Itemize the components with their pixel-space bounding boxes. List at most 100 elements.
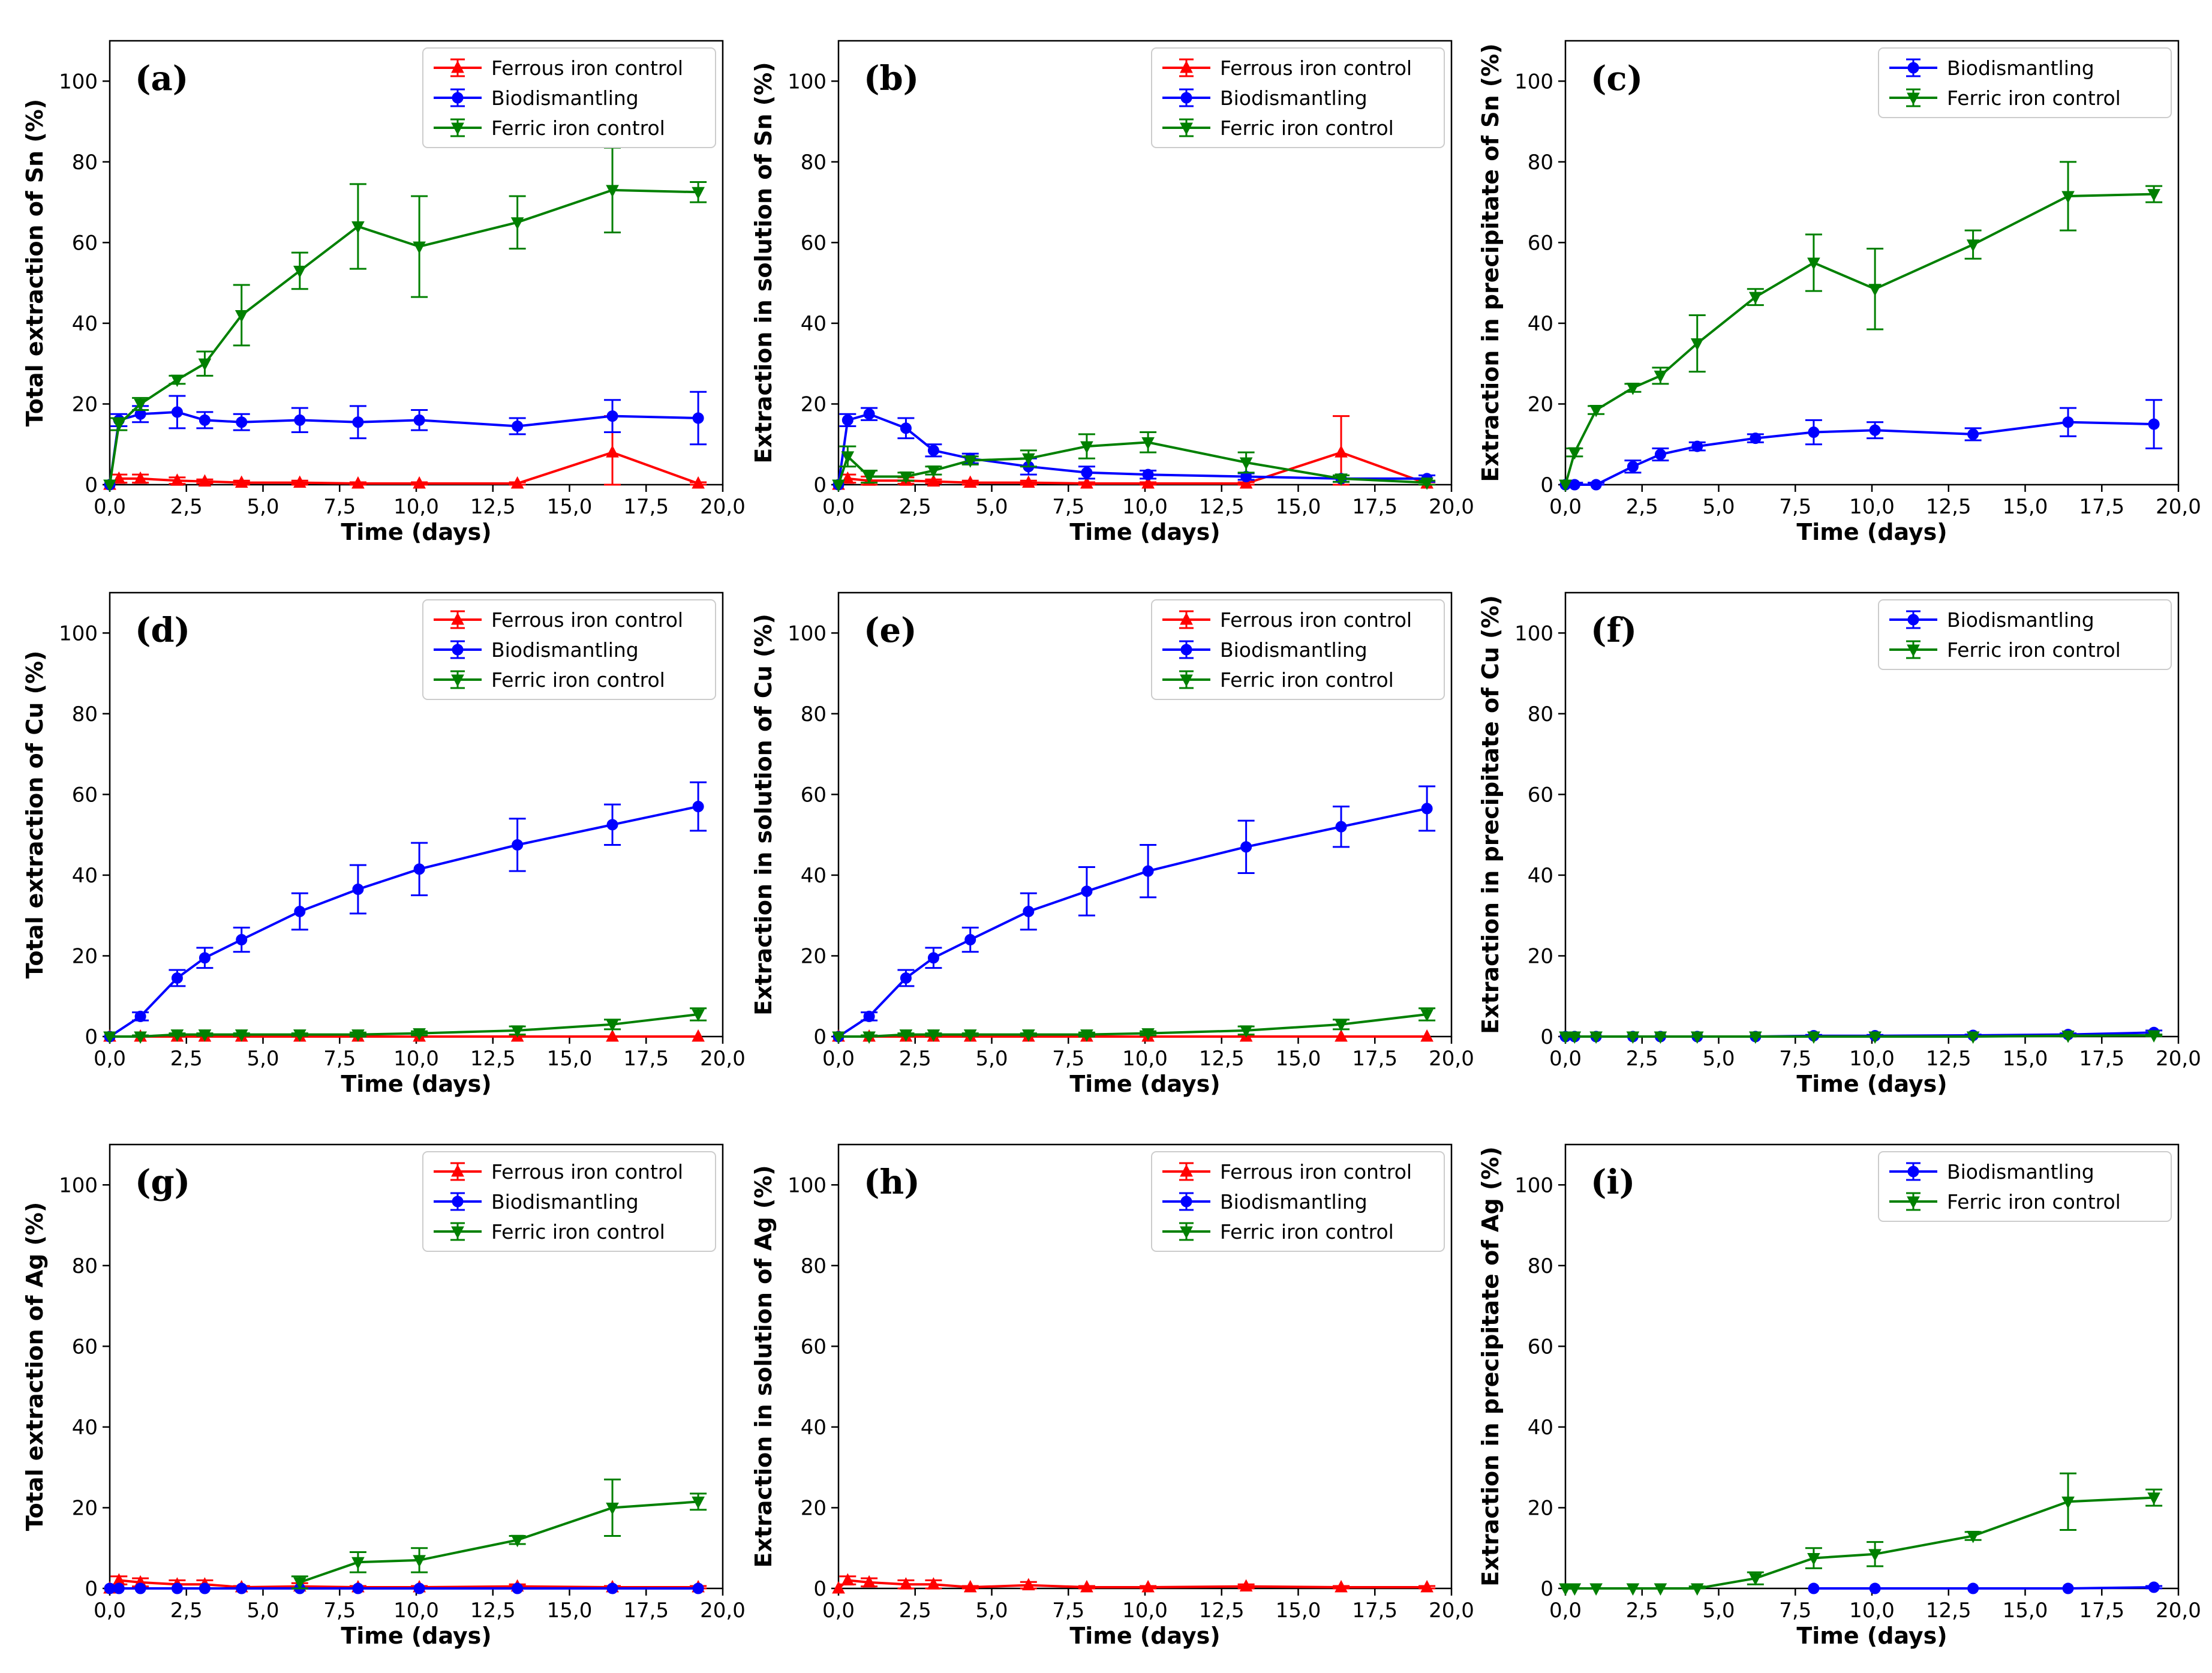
data-point: [1239, 1579, 1253, 1592]
x-tick-label: 2,5: [1626, 495, 1658, 519]
data-point: [236, 1582, 248, 1594]
data-point: [927, 952, 939, 964]
data-point: [692, 1029, 705, 1042]
panel-label: (f): [1591, 611, 1637, 650]
series-ferrous: [103, 415, 707, 490]
data-point: [1626, 1583, 1640, 1596]
y-axis-title: Extraction in precipitate of Cu (%): [1477, 595, 1504, 1034]
x-tick-label: 20,0: [1429, 495, 1474, 519]
legend-label: Ferrous iron control: [491, 608, 683, 632]
x-tick-label: 2,5: [170, 495, 203, 519]
data-point: [1335, 1029, 1348, 1042]
data-point: [1568, 1583, 1582, 1596]
x-tick-label: 10,0: [1849, 495, 1895, 519]
x-axis-title: Time (days): [341, 1623, 491, 1649]
data-point: [2061, 191, 2075, 204]
legend-label: Ferric iron control: [1220, 116, 1394, 140]
data-point: [512, 839, 524, 851]
x-tick-label: 5,0: [975, 1599, 1008, 1623]
x-tick-label: 10,0: [1122, 1047, 1168, 1071]
data-point: [1748, 292, 1762, 305]
data-point: [1690, 1583, 1704, 1596]
chart-panel-d: 0,0 2,5 5,0 7,5 10,0 12,5 15,0 17,5 20,0 0 20 40 60 8…: [22, 591, 746, 1097]
data-point: [692, 1009, 705, 1022]
legend-box: [1878, 599, 2172, 670]
data-point: [170, 374, 184, 388]
legend-label: Ferric iron control: [491, 1220, 665, 1244]
y-tick-label: 100: [59, 70, 98, 94]
x-tick-label: 7,5: [323, 495, 356, 519]
data-point: [1080, 441, 1093, 454]
series-line: [1565, 420, 2154, 486]
data-point: [963, 1029, 977, 1042]
data-point: [606, 185, 619, 197]
y-tick-label: 100: [788, 70, 827, 94]
x-tick-label: 15,0: [547, 1599, 593, 1623]
data-point: [1967, 1582, 1979, 1594]
data-point: [198, 358, 212, 371]
data-point: [1868, 1031, 1882, 1044]
data-point: [1868, 284, 1882, 296]
y-axis-title: Extraction in precipitate of Sn (%): [1477, 43, 1504, 482]
data-point: [510, 476, 524, 489]
data-point: [1808, 426, 1820, 438]
data-point: [170, 1029, 184, 1042]
y-tick-label: 40: [801, 864, 827, 888]
data-point: [171, 972, 183, 984]
legend-label: Ferric iron control: [1220, 1220, 1394, 1244]
x-tick-label: 15,0: [1276, 1047, 1321, 1071]
y-tick-label: 60: [72, 783, 98, 807]
legend-marker: [451, 674, 464, 687]
x-axis-title: Time (days): [1796, 1071, 1947, 1097]
x-tick-label: 5,0: [1702, 1599, 1735, 1623]
legend: Ferrous iron control Biodismantling Ferric…: [422, 47, 716, 148]
x-tick-label: 20,0: [1429, 1047, 1474, 1071]
y-tick-label: 100: [1514, 621, 1553, 645]
data-point: [1081, 885, 1093, 897]
x-tick-label: 15,0: [1276, 1599, 1321, 1623]
y-tick-label: 60: [72, 231, 98, 255]
series-ferric: [1559, 1030, 2163, 1044]
legend-box: [1151, 599, 1445, 700]
legend-label: Biodismantling: [491, 86, 639, 110]
x-tick-label: 10,0: [1122, 1599, 1168, 1623]
panel-label: (g): [135, 1163, 190, 1202]
data-point: [1335, 821, 1347, 833]
x-tick-label: 17,5: [1352, 1047, 1397, 1071]
series-bio: [104, 391, 707, 491]
data-point: [1654, 370, 1667, 383]
data-point: [927, 465, 940, 478]
y-tick-label: 20: [801, 392, 827, 416]
y-tick-label: 40: [72, 1416, 98, 1440]
chart-panel-e: 0,0 2,5 5,0 7,5 10,0 12,5 15,0 17,5 20,0 0 20 40 60 8…: [750, 591, 1474, 1097]
y-tick-label: 60: [801, 231, 827, 255]
data-point: [2061, 1496, 2075, 1509]
y-tick-label: 20: [72, 392, 98, 416]
x-tick-label: 10,0: [393, 495, 439, 519]
series-line: [1565, 1496, 2154, 1590]
data-point: [1807, 1031, 1820, 1044]
x-axis-title: Time (days): [341, 1071, 491, 1097]
legend-marker: [1907, 644, 1920, 657]
panel-label: (h): [864, 1163, 920, 1202]
x-tick-label: 17,5: [623, 495, 669, 519]
data-point: [1239, 476, 1253, 489]
legend-marker: [1907, 92, 1920, 106]
data-point: [863, 1010, 875, 1022]
data-point: [413, 863, 425, 875]
x-tick-label: 5,0: [1702, 495, 1735, 519]
data-point: [235, 310, 248, 323]
legend-marker: [1180, 1164, 1193, 1177]
chart-panel-i: 0,0 2,5 5,0 7,5 10,0 12,5 15,0 17,5 20,0 0 20 40 60 8…: [1477, 1143, 2201, 1649]
x-tick-label: 10,0: [1849, 1047, 1895, 1071]
data-point: [1335, 1019, 1348, 1032]
x-tick-label: 10,0: [1122, 495, 1168, 519]
data-point: [293, 475, 306, 488]
data-point: [236, 416, 248, 428]
data-point: [293, 265, 306, 278]
data-point: [927, 1577, 940, 1590]
data-point: [900, 972, 912, 984]
legend-marker: [451, 60, 464, 73]
data-point: [1421, 803, 1433, 815]
x-tick-label: 20,0: [700, 1599, 746, 1623]
